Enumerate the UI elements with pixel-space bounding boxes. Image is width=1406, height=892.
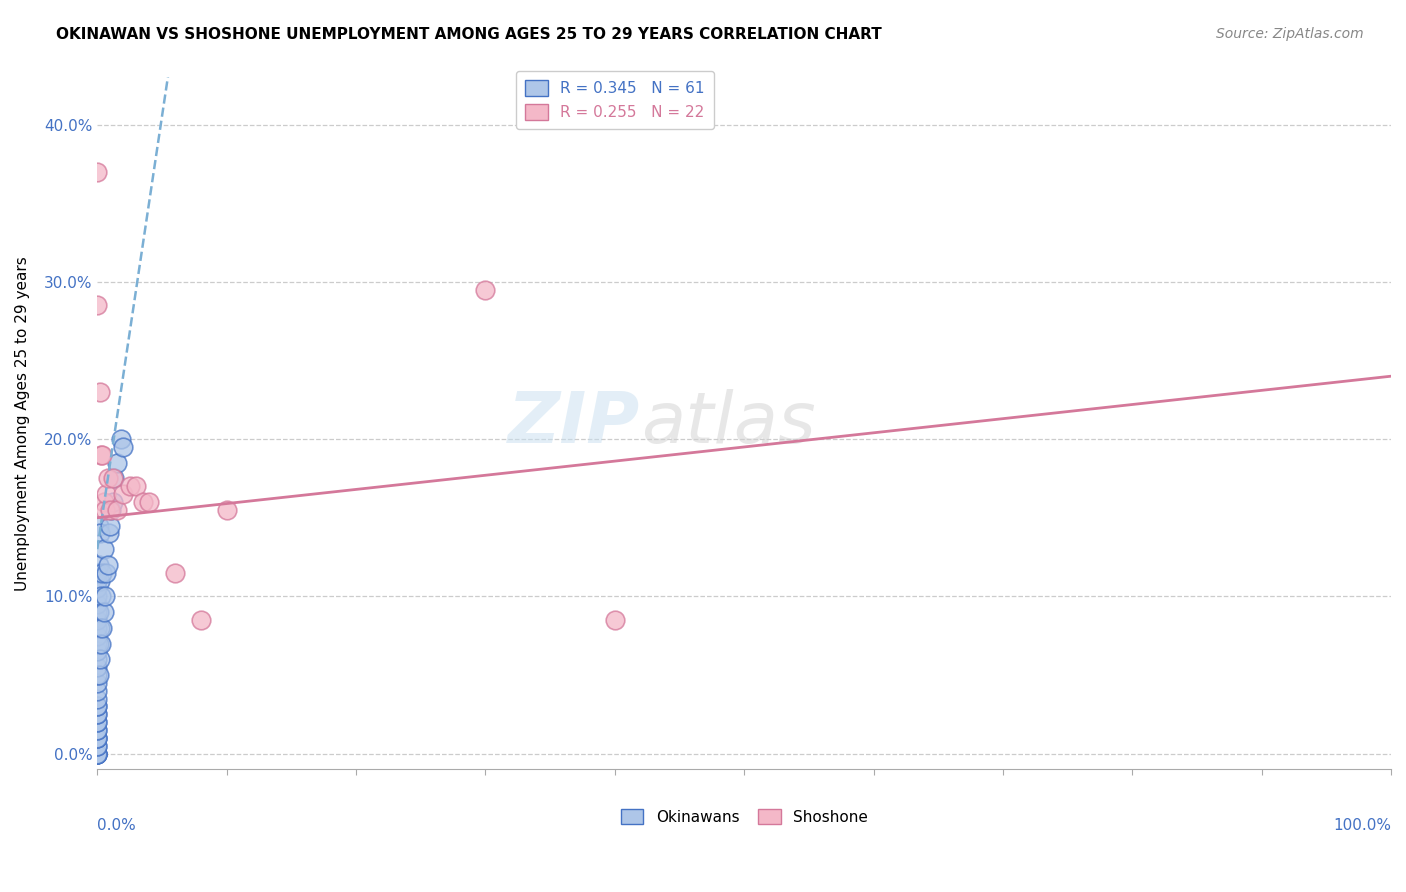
Point [90, 448, 112, 462]
Point [86, 566, 108, 580]
Point [138, 495, 160, 509]
Point [90, 590, 112, 604]
Point [97, 526, 120, 541]
Point [103, 471, 125, 485]
Point [86, 699, 108, 714]
Point [86, 747, 108, 761]
Point [86, 298, 108, 312]
Point [100, 503, 122, 517]
Point [86, 707, 108, 722]
Point [474, 283, 496, 297]
Point [87, 558, 110, 572]
Point [86, 582, 108, 596]
Point [93, 495, 115, 509]
Point [98, 518, 121, 533]
Point [98, 503, 121, 517]
Point [94, 590, 117, 604]
Text: ZIP: ZIP [509, 389, 641, 458]
Point [190, 613, 212, 627]
Point [215, 503, 238, 517]
Point [86, 731, 108, 745]
Point [97, 558, 120, 572]
Point [163, 566, 186, 580]
Point [86, 660, 108, 674]
Point [86, 691, 108, 706]
Point [86, 739, 108, 753]
Point [125, 479, 148, 493]
Point [86, 731, 108, 745]
Point [86, 683, 108, 698]
Point [86, 621, 108, 635]
Point [110, 432, 132, 446]
Point [91, 621, 114, 635]
Point [86, 723, 108, 737]
Point [86, 747, 108, 761]
Point [86, 715, 108, 730]
Point [87, 518, 110, 533]
Point [86, 747, 108, 761]
Point [86, 707, 108, 722]
Point [91, 448, 114, 462]
Point [97, 471, 120, 485]
Point [105, 503, 128, 517]
Point [93, 542, 115, 557]
Point [87, 636, 110, 650]
Point [112, 440, 135, 454]
Point [112, 487, 135, 501]
Point [86, 739, 108, 753]
Point [86, 636, 108, 650]
Text: atlas: atlas [641, 389, 815, 458]
Y-axis label: Unemployment Among Ages 25 to 29 years: Unemployment Among Ages 25 to 29 years [15, 256, 30, 591]
Point [96, 487, 118, 501]
Legend: Okinawans, Shoshone: Okinawans, Shoshone [614, 803, 873, 830]
Point [86, 613, 108, 627]
Point [86, 629, 108, 643]
Point [90, 636, 112, 650]
Text: 100.0%: 100.0% [1333, 818, 1391, 833]
Point [94, 503, 117, 517]
Point [86, 676, 108, 690]
Point [86, 165, 108, 179]
Point [86, 574, 108, 588]
Point [86, 652, 108, 666]
Point [93, 605, 115, 619]
Point [86, 699, 108, 714]
Point [89, 652, 111, 666]
Point [86, 747, 108, 761]
Point [86, 644, 108, 658]
Point [86, 731, 108, 745]
Point [91, 566, 114, 580]
Point [131, 495, 153, 509]
Point [89, 526, 111, 541]
Point [603, 613, 626, 627]
Point [118, 479, 141, 493]
Point [89, 574, 111, 588]
Point [87, 605, 110, 619]
Point [86, 723, 108, 737]
Point [89, 384, 111, 399]
Point [86, 605, 108, 619]
Point [87, 668, 110, 682]
Point [101, 471, 124, 485]
Point [105, 456, 128, 470]
Point [86, 715, 108, 730]
Point [96, 566, 118, 580]
Point [86, 668, 108, 682]
Point [86, 747, 108, 761]
Point [86, 590, 108, 604]
Text: OKINAWAN VS SHOSHONE UNEMPLOYMENT AMONG AGES 25 TO 29 YEARS CORRELATION CHART: OKINAWAN VS SHOSHONE UNEMPLOYMENT AMONG … [56, 27, 882, 42]
Point [101, 495, 124, 509]
Point [86, 597, 108, 611]
Text: 0.0%: 0.0% [97, 818, 136, 833]
Point [89, 621, 111, 635]
Text: Source: ZipAtlas.com: Source: ZipAtlas.com [1216, 27, 1364, 41]
